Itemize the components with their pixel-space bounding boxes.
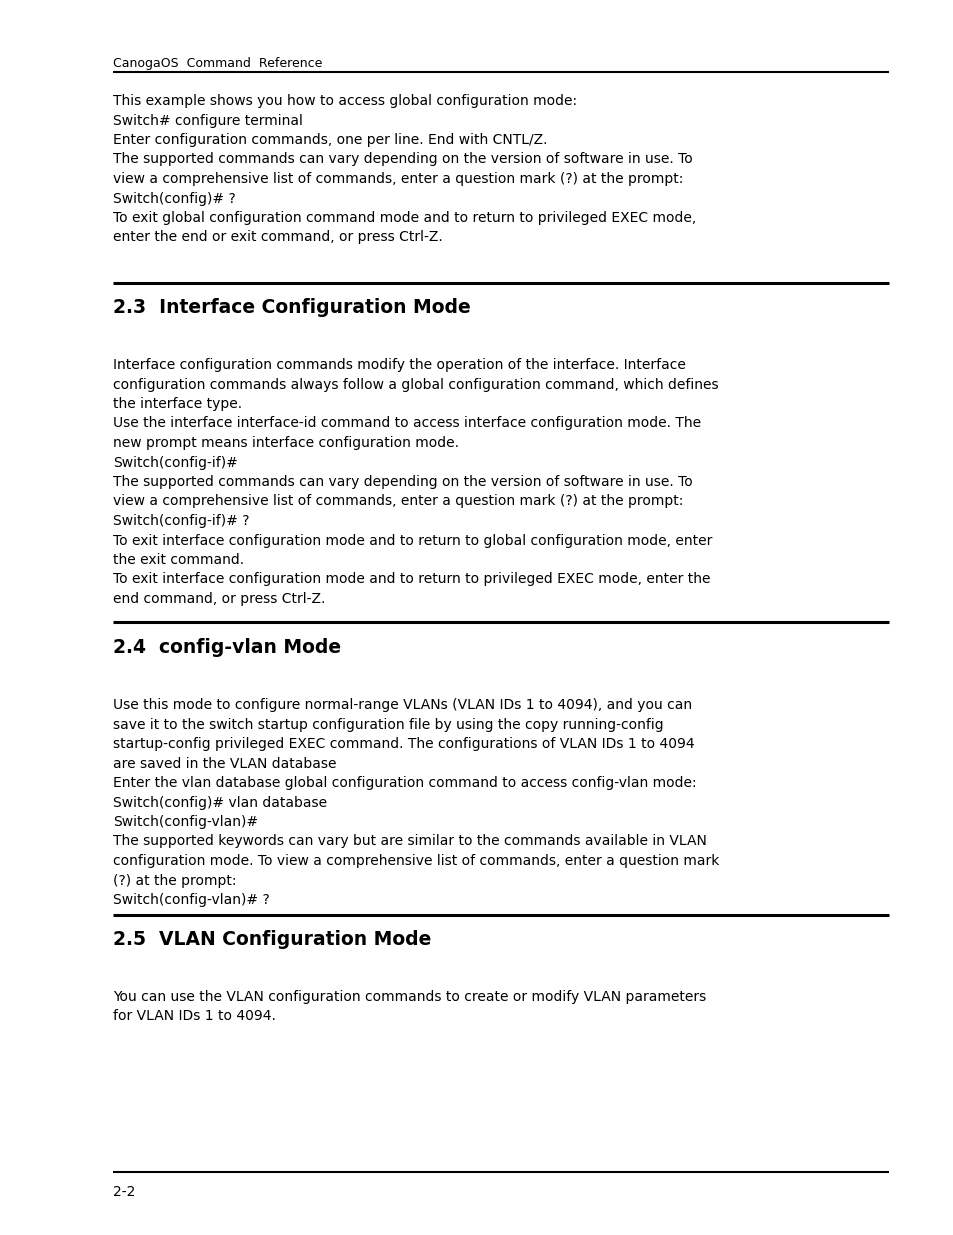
Text: To exit interface configuration mode and to return to privileged EXEC mode, ente: To exit interface configuration mode and…	[112, 573, 710, 587]
Text: Switch(config-vlan)# ?: Switch(config-vlan)# ?	[112, 893, 270, 906]
Text: are saved in the VLAN database: are saved in the VLAN database	[112, 757, 336, 771]
Text: 2.4  config-vlan Mode: 2.4 config-vlan Mode	[112, 638, 341, 657]
Text: new prompt means interface configuration mode.: new prompt means interface configuration…	[112, 436, 458, 450]
Text: Use this mode to configure normal-range VLANs (VLAN IDs 1 to 4094), and you can: Use this mode to configure normal-range …	[112, 698, 691, 713]
Text: Switch(config-if)# ?: Switch(config-if)# ?	[112, 514, 250, 529]
Text: The supported keywords can vary but are similar to the commands available in VLA: The supported keywords can vary but are …	[112, 835, 706, 848]
Text: 2.3  Interface Configuration Mode: 2.3 Interface Configuration Mode	[112, 298, 470, 317]
Text: the interface type.: the interface type.	[112, 396, 242, 411]
Text: Interface configuration commands modify the operation of the interface. Interfac: Interface configuration commands modify …	[112, 358, 685, 372]
Text: 2.5  VLAN Configuration Mode: 2.5 VLAN Configuration Mode	[112, 930, 431, 948]
Text: You can use the VLAN configuration commands to create or modify VLAN parameters: You can use the VLAN configuration comma…	[112, 990, 705, 1004]
Text: To exit interface configuration mode and to return to global configuration mode,: To exit interface configuration mode and…	[112, 534, 712, 547]
Text: Switch(config-if)#: Switch(config-if)#	[112, 456, 237, 469]
Text: CanogaOS  Command  Reference: CanogaOS Command Reference	[112, 57, 322, 70]
Text: enter the end or exit command, or press Ctrl-Z.: enter the end or exit command, or press …	[112, 231, 442, 245]
Text: startup-config privileged EXEC command. The configurations of VLAN IDs 1 to 4094: startup-config privileged EXEC command. …	[112, 737, 694, 751]
Text: for VLAN IDs 1 to 4094.: for VLAN IDs 1 to 4094.	[112, 1009, 275, 1024]
Text: Enter the vlan database global configuration command to access config-vlan mode:: Enter the vlan database global configura…	[112, 776, 696, 790]
Text: This example shows you how to access global configuration mode:: This example shows you how to access glo…	[112, 94, 577, 107]
Text: Switch(config)# vlan database: Switch(config)# vlan database	[112, 795, 327, 809]
Text: end command, or press Ctrl-Z.: end command, or press Ctrl-Z.	[112, 592, 325, 606]
Text: 2-2: 2-2	[112, 1186, 135, 1199]
Text: Use the interface interface-id command to access interface configuration mode. T: Use the interface interface-id command t…	[112, 416, 700, 431]
Text: Switch# configure terminal: Switch# configure terminal	[112, 114, 302, 127]
Text: view a comprehensive list of commands, enter a question mark (?) at the prompt:: view a comprehensive list of commands, e…	[112, 494, 682, 509]
Text: view a comprehensive list of commands, enter a question mark (?) at the prompt:: view a comprehensive list of commands, e…	[112, 172, 682, 186]
Text: (?) at the prompt:: (?) at the prompt:	[112, 873, 236, 888]
Text: Switch(config)# ?: Switch(config)# ?	[112, 191, 235, 205]
Text: the exit command.: the exit command.	[112, 553, 244, 567]
Text: Enter configuration commands, one per line. End with CNTL/Z.: Enter configuration commands, one per li…	[112, 133, 547, 147]
Text: configuration commands always follow a global configuration command, which defin: configuration commands always follow a g…	[112, 378, 718, 391]
Text: The supported commands can vary depending on the version of software in use. To: The supported commands can vary dependin…	[112, 475, 692, 489]
Text: save it to the switch startup configuration file by using the copy running-confi: save it to the switch startup configurat…	[112, 718, 663, 731]
Text: configuration mode. To view a comprehensive list of commands, enter a question m: configuration mode. To view a comprehens…	[112, 853, 719, 868]
Text: Switch(config-vlan)#: Switch(config-vlan)#	[112, 815, 258, 829]
Text: To exit global configuration command mode and to return to privileged EXEC mode,: To exit global configuration command mod…	[112, 211, 696, 225]
Text: The supported commands can vary depending on the version of software in use. To: The supported commands can vary dependin…	[112, 152, 692, 167]
